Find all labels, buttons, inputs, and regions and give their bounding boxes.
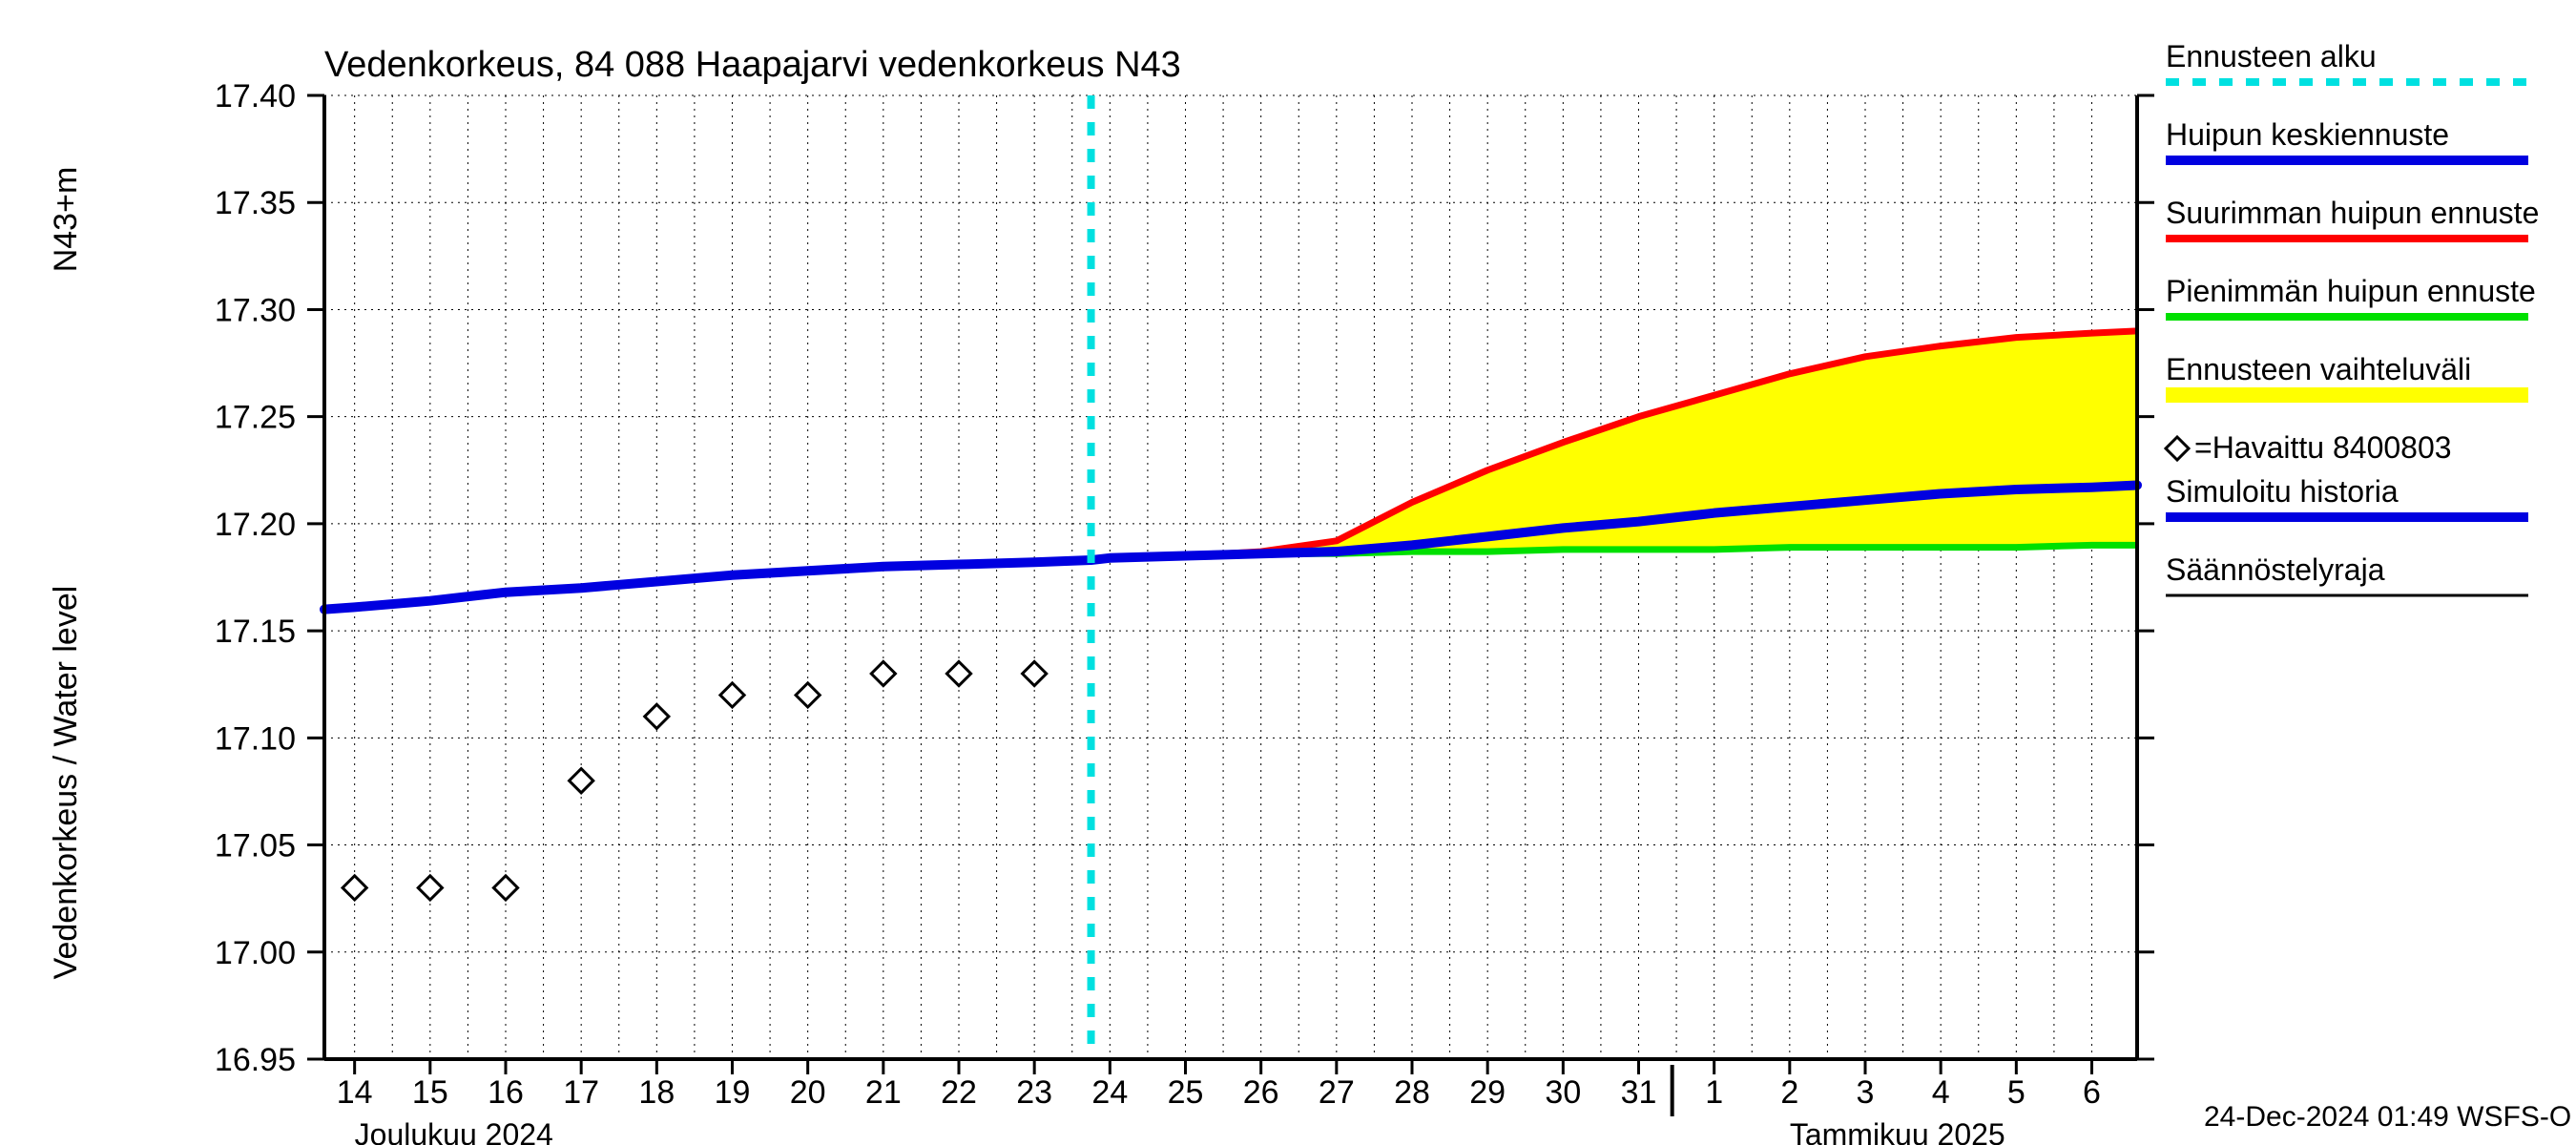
svg-text:22: 22 [941,1074,977,1111]
svg-text:21: 21 [865,1074,902,1111]
svg-text:17.35: 17.35 [215,185,296,221]
legend-label-simulated_history: Simuloitu historia [2166,474,2399,509]
svg-text:6: 6 [2083,1074,2101,1111]
svg-text:17.25: 17.25 [215,400,296,436]
y-axis-label-top: N43+m [48,167,84,273]
svg-text:17.20: 17.20 [215,507,296,543]
svg-text:17.05: 17.05 [215,828,296,864]
svg-text:3: 3 [1857,1074,1875,1111]
svg-text:15: 15 [412,1074,448,1111]
svg-text:16: 16 [488,1074,524,1111]
legend-label-forecast_max: Suurimman huipun ennuste [2166,196,2539,230]
svg-text:17: 17 [563,1074,599,1111]
svg-text:4: 4 [1932,1074,1950,1111]
svg-text:17.30: 17.30 [215,292,296,328]
legend-label-range_fill: Ennusteen vaihteluväli [2166,352,2471,386]
svg-text:19: 19 [715,1074,751,1111]
svg-text:26: 26 [1243,1074,1279,1111]
legend-label-observed: =Havaittu 8400803 [2194,430,2452,465]
svg-text:17.15: 17.15 [215,614,296,650]
svg-text:17.40: 17.40 [215,78,296,114]
legend-label-forecast_start: Ennusteen alku [2166,39,2377,73]
legend-label-forecast_min: Pienimmän huipun ennuste [2166,274,2536,308]
chart-title: Vedenkorkeus, 84 088 Haapajarvi vedenkor… [324,45,1181,85]
svg-text:1: 1 [1705,1074,1723,1111]
svg-text:20: 20 [790,1074,826,1111]
svg-text:23: 23 [1016,1074,1052,1111]
svg-text:25: 25 [1168,1074,1204,1111]
footer-timestamp: 24-Dec-2024 01:49 WSFS-O [2204,1101,2571,1133]
chart-svg: 16.95 17.00 17.05 17.10 17.15 17.20 17.25 17.30… [0,0,2576,1145]
legend-label-regulation_limit: Säännöstelyraja [2166,552,2385,587]
svg-text:14: 14 [337,1074,373,1111]
svg-text:16.95: 16.95 [215,1042,296,1078]
svg-text:18: 18 [638,1074,675,1111]
svg-text:27: 27 [1319,1074,1355,1111]
svg-text:5: 5 [2007,1074,2025,1111]
svg-text:30: 30 [1545,1074,1581,1111]
svg-text:28: 28 [1394,1074,1430,1111]
month1-fi: Joulukuu 2024 [355,1117,553,1145]
svg-text:24: 24 [1091,1074,1128,1111]
svg-text:17.00: 17.00 [215,935,296,971]
svg-text:2: 2 [1780,1074,1798,1111]
svg-text:29: 29 [1469,1074,1506,1111]
svg-text:31: 31 [1621,1074,1657,1111]
legend-label-forecast_mean: Huipun keskiennuste [2166,117,2449,152]
legend-swatch-range_fill [2166,387,2528,403]
svg-text:17.10: 17.10 [215,720,296,757]
chart-container: 16.95 17.00 17.05 17.10 17.15 17.20 17.25 17.30… [0,0,2576,1145]
month2-fi: Tammikuu 2025 [1790,1117,2005,1145]
y-axis-label-bottom: Vedenkorkeus / Water level [48,586,84,980]
